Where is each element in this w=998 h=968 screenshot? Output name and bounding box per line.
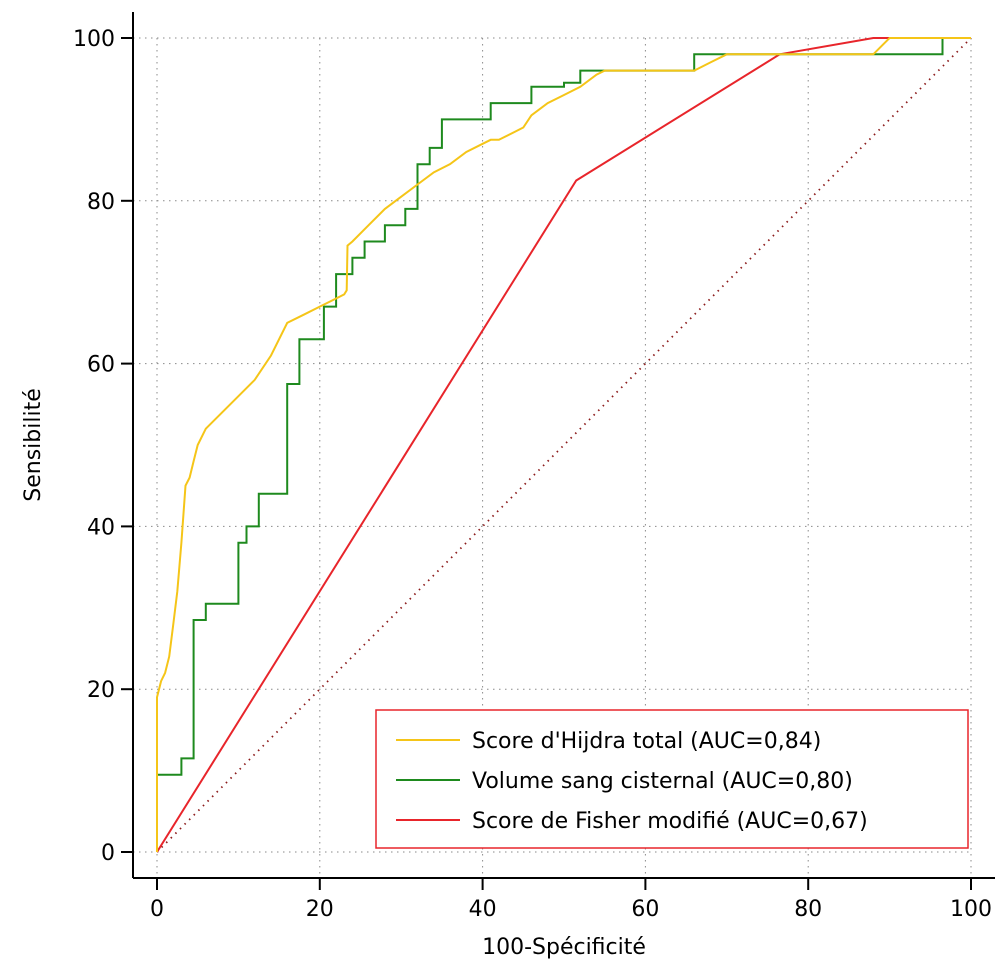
grid	[133, 37, 972, 878]
series-line-0	[156, 37, 971, 852]
legend-items: Score d'Hijdra total (AUC=0,84) Volume sa…	[396, 729, 868, 834]
legend: Score d'Hijdra total (AUC=0,84) Volume sa…	[375, 709, 969, 849]
x-tick-label: 40	[469, 897, 497, 922]
y-axis-label: Sensibilité	[21, 388, 46, 501]
y-tick-label: 0	[101, 841, 115, 866]
series-layer	[156, 37, 972, 853]
y-tick-label: 20	[87, 678, 115, 703]
legend-label: Volume sang cisternal (AUC=0,80)	[472, 769, 853, 794]
ticks: 0 20 40 60 80 100 0 20 40 60 80 100	[73, 27, 992, 922]
y-tick-label: 100	[73, 27, 115, 52]
legend-box	[375, 709, 969, 849]
axes	[132, 12, 995, 879]
legend-label: Score d'Hijdra total (AUC=0,84)	[472, 729, 821, 754]
y-tick-label: 60	[87, 353, 115, 378]
x-tick-label: 100	[950, 897, 992, 922]
y-tick-label: 80	[87, 190, 115, 215]
x-axis-label: 100-Spécificité	[482, 935, 646, 960]
series-line-1	[156, 37, 971, 852]
x-tick-label: 20	[306, 897, 334, 922]
x-tick-label: 80	[794, 897, 822, 922]
x-tick-label: 60	[631, 897, 659, 922]
y-tick-label: 40	[87, 515, 115, 540]
x-tick-label: 0	[150, 897, 164, 922]
legend-label: Score de Fisher modifié (AUC=0,67)	[472, 809, 868, 834]
